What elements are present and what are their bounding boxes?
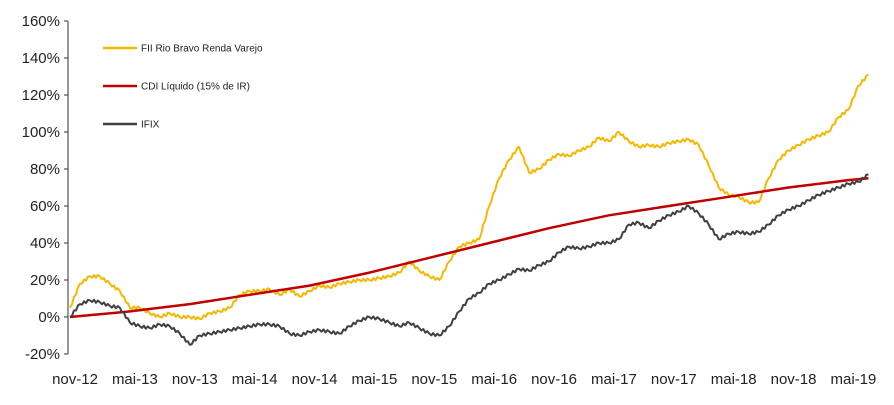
y-tick-label: -20%: [25, 346, 60, 363]
legend-label: IFIX: [141, 120, 160, 131]
series-line-2: [69, 173, 869, 346]
y-tick-label: 140%: [22, 50, 60, 67]
series-line-1: [69, 177, 869, 319]
y-tick-label: 80%: [30, 161, 60, 178]
x-tick-label: mai-14: [232, 371, 278, 388]
y-tick-label: 120%: [22, 87, 60, 104]
x-tick-label: mai-15: [351, 371, 397, 388]
x-tick-label: nov-18: [771, 371, 817, 388]
x-tick-label: mai-19: [831, 371, 877, 388]
x-tick-label: nov-17: [651, 371, 697, 388]
x-tick-label: nov-16: [531, 371, 577, 388]
x-tick-label: mai-17: [591, 371, 637, 388]
x-tick-label: nov-12: [52, 371, 98, 388]
y-tick-label: 160%: [22, 13, 60, 30]
y-tick-label: 100%: [22, 124, 60, 141]
x-tick-label: nov-15: [411, 371, 457, 388]
y-tick-label: 0%: [38, 309, 60, 326]
y-tick-label: 40%: [30, 235, 60, 252]
x-tick-label: mai-13: [112, 371, 158, 388]
series-lines: [69, 73, 869, 346]
legend-label: FII Rio Bravo Renda Varejo: [141, 44, 263, 55]
x-tick-label: nov-13: [172, 371, 218, 388]
legend-label: CDI Líquido (15% de IR): [141, 82, 250, 93]
series-line-0: [69, 73, 869, 321]
x-tick-label: nov-14: [292, 371, 338, 388]
x-tick-label: mai-18: [711, 371, 757, 388]
legend: FII Rio Bravo Renda Varejo CDI Líquido (1…: [103, 44, 263, 131]
axes: -20% 0% 20% 40% 60% 80% 100% 120% 140% 160% nov-12…: [22, 13, 877, 388]
x-tick-label: mai-16: [471, 371, 517, 388]
y-tick-label: 60%: [30, 198, 60, 215]
y-tick-label: 20%: [30, 272, 60, 289]
